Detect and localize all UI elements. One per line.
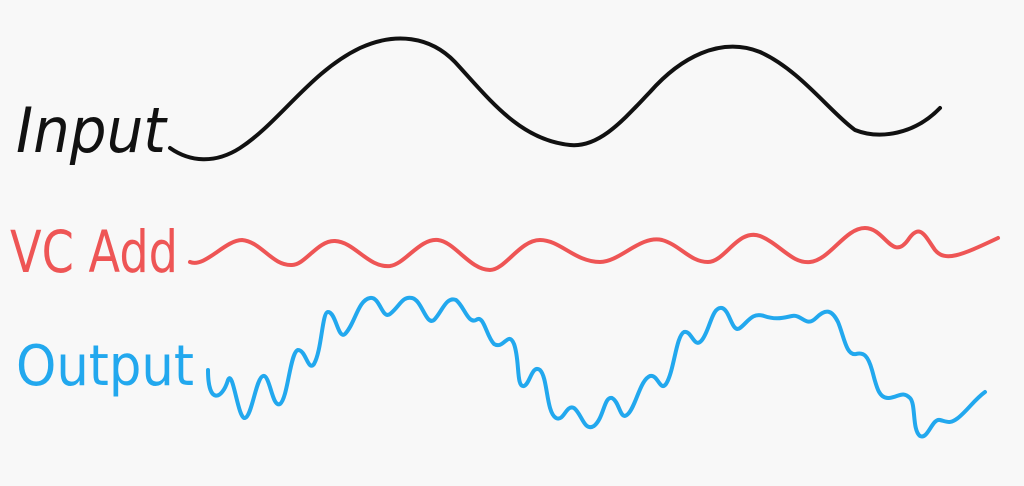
vc-add-label: VC Add <box>10 218 178 286</box>
output-wave <box>206 295 987 439</box>
vc-add-wave <box>188 226 1000 272</box>
output-label: Output <box>16 334 194 399</box>
input-label: Input <box>16 94 169 167</box>
input-wave <box>168 36 942 162</box>
